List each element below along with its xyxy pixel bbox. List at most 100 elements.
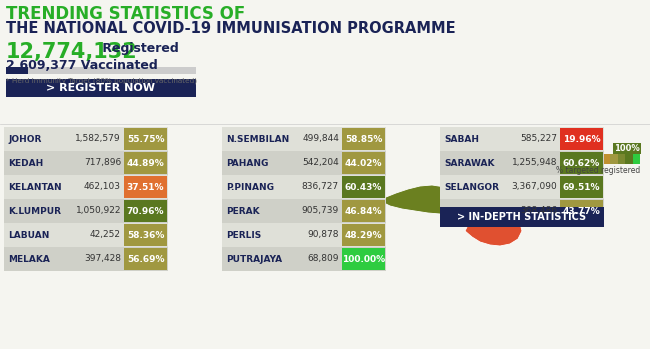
Polygon shape — [465, 212, 522, 246]
Text: N.SEMBILAN: N.SEMBILAN — [226, 134, 289, 143]
Text: 37.51%: 37.51% — [127, 183, 164, 192]
Text: > IN-DEPTH STATISTICS: > IN-DEPTH STATISTICS — [458, 212, 586, 222]
Text: 48.29%: 48.29% — [344, 230, 382, 239]
Text: SARAWAK: SARAWAK — [444, 158, 495, 168]
Bar — [124, 176, 167, 198]
Bar — [4, 247, 168, 271]
Bar — [222, 199, 386, 223]
Polygon shape — [380, 185, 465, 214]
Bar — [124, 128, 167, 150]
Text: 100%: 100% — [614, 144, 640, 153]
Text: 42,252: 42,252 — [90, 230, 121, 239]
Text: * Herd Immunity Target (80% population vaccinated): * Herd Immunity Target (80% population v… — [6, 77, 197, 83]
Text: PERLIS: PERLIS — [226, 230, 261, 239]
Text: 43.77%: 43.77% — [563, 207, 601, 215]
Bar — [4, 151, 168, 175]
Bar — [560, 152, 603, 174]
Text: 2,609,377 Vaccinated: 2,609,377 Vaccinated — [6, 59, 158, 72]
Text: TERENGGANU: TERENGGANU — [444, 207, 514, 215]
Text: 70.96%: 70.96% — [127, 207, 164, 215]
Text: PUTRAJAYA: PUTRAJAYA — [226, 254, 282, 263]
Polygon shape — [258, 179, 291, 246]
Text: 55.75%: 55.75% — [127, 134, 164, 143]
Bar — [342, 224, 385, 246]
Text: Registered: Registered — [98, 42, 179, 55]
Polygon shape — [462, 195, 470, 204]
Bar — [342, 200, 385, 222]
Text: 462,103: 462,103 — [84, 183, 121, 192]
Text: 46.84%: 46.84% — [344, 207, 382, 215]
Text: LABUAN: LABUAN — [8, 230, 49, 239]
Text: SELANGOR: SELANGOR — [444, 183, 499, 192]
Bar — [560, 200, 603, 222]
Text: 69.51%: 69.51% — [563, 183, 600, 192]
Bar — [6, 67, 28, 74]
Text: PERAK: PERAK — [226, 207, 259, 215]
Bar — [124, 152, 167, 174]
Bar — [222, 223, 386, 247]
Bar — [6, 67, 196, 74]
Bar — [342, 152, 385, 174]
Bar — [618, 154, 625, 164]
Text: 717,896: 717,896 — [84, 158, 121, 168]
Bar — [440, 127, 604, 151]
Text: MELAKA: MELAKA — [8, 254, 50, 263]
Text: 1,050,922: 1,050,922 — [75, 207, 121, 215]
Text: 90,878: 90,878 — [307, 230, 339, 239]
Text: 542,204: 542,204 — [302, 158, 339, 168]
Bar — [4, 223, 168, 247]
Text: 56.69%: 56.69% — [127, 254, 164, 263]
Text: 368,486: 368,486 — [520, 207, 557, 215]
Bar — [440, 199, 604, 223]
Bar — [124, 248, 167, 270]
Text: 68,809: 68,809 — [307, 254, 339, 263]
Text: 585,227: 585,227 — [520, 134, 557, 143]
Bar — [580, 154, 588, 164]
Text: JOHOR: JOHOR — [8, 134, 42, 143]
Bar — [610, 154, 617, 164]
Bar — [560, 128, 603, 150]
Text: TRENDING STATISTICS OF: TRENDING STATISTICS OF — [6, 5, 245, 23]
Text: P.PINANG: P.PINANG — [226, 183, 274, 192]
Bar — [222, 247, 386, 271]
Bar — [440, 175, 604, 199]
Bar — [4, 127, 168, 151]
Text: K.LUMPUR: K.LUMPUR — [8, 207, 61, 215]
Bar — [6, 79, 196, 97]
Bar — [588, 154, 595, 164]
Text: 100.00%: 100.00% — [342, 254, 385, 263]
Bar — [124, 224, 167, 246]
Bar — [603, 154, 610, 164]
Bar — [124, 200, 167, 222]
Text: THE NATIONAL COVID-19 IMMUNISATION PROGRAMME: THE NATIONAL COVID-19 IMMUNISATION PROGR… — [6, 21, 456, 36]
Text: 44.89%: 44.89% — [127, 158, 164, 168]
Text: 58.36%: 58.36% — [127, 230, 164, 239]
Text: 836,727: 836,727 — [302, 183, 339, 192]
Bar — [440, 207, 604, 227]
Bar — [342, 128, 385, 150]
Text: 397,428: 397,428 — [84, 254, 121, 263]
Text: 12,774,132: 12,774,132 — [6, 42, 138, 62]
Text: 60.62%: 60.62% — [563, 158, 600, 168]
Text: % targeted registered: % targeted registered — [556, 166, 640, 175]
Text: SABAH: SABAH — [444, 134, 479, 143]
Bar — [4, 175, 168, 199]
Text: 905,739: 905,739 — [302, 207, 339, 215]
Bar — [342, 176, 385, 198]
Bar — [4, 199, 168, 223]
Text: 19.96%: 19.96% — [563, 134, 601, 143]
Text: 1,582,579: 1,582,579 — [75, 134, 121, 143]
Text: 1,255,948: 1,255,948 — [512, 158, 557, 168]
Bar — [625, 154, 632, 164]
Text: KELANTAN: KELANTAN — [8, 183, 62, 192]
Bar — [595, 154, 603, 164]
Text: PAHANG: PAHANG — [226, 158, 268, 168]
Bar — [222, 151, 386, 175]
Bar — [440, 151, 604, 175]
Text: > REGISTER NOW: > REGISTER NOW — [47, 83, 155, 93]
Text: 499,844: 499,844 — [302, 134, 339, 143]
Text: 44.02%: 44.02% — [344, 158, 382, 168]
Bar — [222, 127, 386, 151]
Text: KEDAH: KEDAH — [8, 158, 44, 168]
Text: 58.85%: 58.85% — [344, 134, 382, 143]
